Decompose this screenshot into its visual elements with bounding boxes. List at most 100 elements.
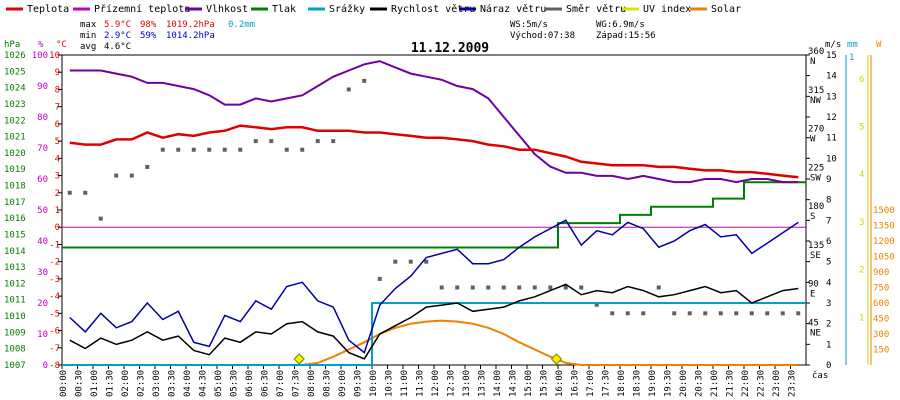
y-degc-tick-7: 3 [55,172,60,182]
axis-unit-w: W [876,40,882,50]
stat-max-temp: 5.9°C [104,20,131,30]
y-dir-label-2: W [810,135,816,145]
y-uv-tick-1: 2 [859,266,864,276]
stat-min-label: min [80,31,96,41]
x-tick-16: 08:00 [307,370,317,397]
x-tick-44: 22:00 [741,370,751,397]
series-wind-dir-point-12 [253,139,258,144]
x-tick-38: 19:00 [648,370,658,397]
x-tick-33: 16:30 [571,370,581,397]
series-wind-dir-point-2 [98,216,103,221]
y-hpa-tick-2: 1024 [4,84,26,94]
x-tick-5: 02:30 [137,370,147,397]
y-ms-tick-14: 1 [826,340,831,350]
legend-label-6: Náraz větru [480,3,546,15]
series-wind-dir-point-11 [238,147,243,152]
x-tick-9: 04:30 [199,370,209,397]
y-ms-tick-11: 4 [826,278,831,288]
series-wind-dir-point-39 [672,311,677,316]
y-w-tick-7: 450 [873,315,889,325]
y-w-tick-6: 600 [873,299,889,309]
y-uv-tick-5: 6 [859,75,864,85]
y-w-tick-1: 1350 [873,222,895,232]
x-tick-30: 15:00 [524,370,534,397]
y-ms-tick-10: 5 [826,258,831,268]
series-wind-dir-point-14 [284,147,289,152]
series-wind-dir-point-31 [548,285,553,290]
y-degc-tick-5: 5 [55,137,60,147]
series-wind-dir-point-19 [362,78,367,83]
y-ms-tick-4: 11 [826,134,837,144]
y-uv-tick-4: 5 [859,123,864,133]
series-pressure-line [62,181,806,249]
y-degc-tick-4: 6 [55,120,60,130]
series-wind-dir-point-9 [207,147,212,152]
y-degc-tick-16: -6 [49,327,60,337]
x-tick-0: 00:00 [59,370,69,397]
y-dir-deg-6: 90 [808,280,819,290]
y-w-tick-4: 900 [873,268,889,278]
y-degc-tick-9: 1 [55,206,60,216]
y-hpa-tick-7: 1019 [4,165,26,175]
series-wind-dir-point-36 [625,311,630,316]
series-humidity-line [69,60,799,184]
series-wind-dir-point-6 [160,147,165,152]
x-axis-label: čas [812,370,828,381]
x-tick-41: 20:30 [695,370,705,397]
y-degc-tick-6: 4 [55,154,60,164]
y-pct-tick-4: 60 [37,175,48,185]
x-tick-24: 12:00 [431,370,441,397]
axis-unit-mm: mm [847,40,858,50]
stat-min-hum: 59% [140,31,157,41]
y-dir-label-4: S [810,212,815,222]
series-wind-line [69,283,799,360]
legend-label-0: Teplota [27,4,69,15]
legend-label-2: Vlhkost [206,4,248,15]
x-tick-27: 13:30 [478,370,488,397]
y-degc-tick-0: 10 [49,51,60,61]
x-tick-39: 19:30 [664,370,674,397]
legend-label-1: Přízemní teplota [94,3,190,15]
y-ms-tick-13: 2 [826,320,831,330]
x-tick-18: 09:00 [338,370,348,397]
y-w-tick-9: 150 [873,346,889,356]
x-tick-4: 02:00 [121,370,131,397]
axis-unit-ms: m/s [825,40,841,50]
y-ms-tick-5: 10 [826,154,837,164]
series-wind-dir-point-34 [594,302,599,307]
series-wind-dir-point-33 [579,285,584,290]
y-degc-tick-11: -1 [49,240,60,250]
y-dir-deg-4: 180 [808,202,824,212]
sunrise-marker [293,353,305,365]
x-tick-36: 18:00 [617,370,627,397]
series-wind-dir-point-16 [315,139,320,144]
y-dir-label-3: SW [810,173,821,183]
y-hpa-tick-9: 1017 [4,198,26,208]
x-tick-31: 15:30 [540,370,550,397]
x-tick-8: 04:00 [183,370,193,397]
x-tick-43: 21:30 [726,370,736,397]
y-dir-deg-5: 135 [808,241,824,251]
stat-sunset: Západ:15:56 [596,31,656,41]
y-hpa-tick-19: 1007 [4,361,26,371]
y-pct-tick-5: 50 [37,206,48,216]
series-wind-dir-point-26 [470,285,475,290]
series-wind-dir-point-24 [439,285,444,290]
y-dir-label-6: E [810,290,815,300]
y-pct-tick-8: 20 [37,299,48,309]
y-ms-tick-2: 13 [826,92,837,102]
y-dir-deg-2: 270 [808,125,824,135]
x-tick-34: 17:00 [586,370,596,397]
y-pct-tick-0: 100 [32,51,48,61]
series-wind-dir-point-17 [331,139,336,144]
series-wind-dir-point-3 [114,173,119,178]
x-tick-45: 22:30 [757,370,767,397]
sunset-marker [550,353,563,365]
stat-max-label: max [80,20,97,30]
x-tick-10: 05:00 [214,370,224,397]
y-degc-tick-15: -5 [49,309,60,319]
legend: Teplota Přízemní teplota Vlhkost Tlak Srážky… [6,3,741,15]
y-hpa-tick-4: 1022 [4,116,26,126]
y-hpa-tick-17: 1009 [4,328,26,338]
y-degc-tick-13: -3 [49,275,60,285]
